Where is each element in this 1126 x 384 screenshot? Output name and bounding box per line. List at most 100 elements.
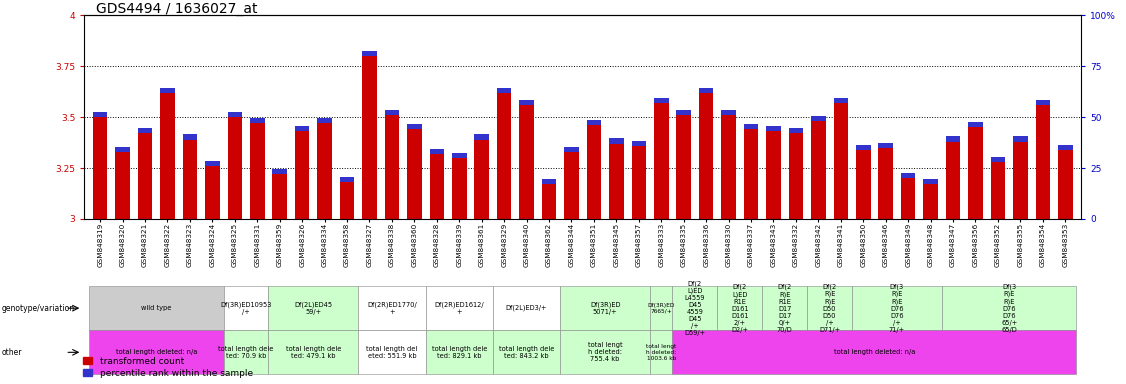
Bar — [587, 120, 601, 125]
Bar — [272, 174, 287, 219]
Bar — [766, 126, 780, 131]
Bar — [115, 152, 129, 219]
Bar — [654, 103, 669, 219]
Bar — [227, 112, 242, 117]
Text: Df(2R)ED1770/
+: Df(2R)ED1770/ + — [367, 301, 417, 315]
Bar — [811, 121, 825, 219]
Bar — [92, 117, 107, 219]
Bar — [385, 110, 400, 115]
Bar — [474, 134, 489, 139]
Bar — [115, 147, 129, 152]
Bar — [408, 129, 421, 219]
Bar — [429, 149, 444, 154]
Bar — [923, 179, 938, 184]
Text: GDS4494 / 1636027_at: GDS4494 / 1636027_at — [96, 2, 257, 16]
Text: total length deleted: n/a: total length deleted: n/a — [833, 349, 915, 355]
Bar — [137, 128, 152, 133]
Bar — [722, 110, 736, 115]
Bar — [160, 93, 175, 219]
Text: total length dele
ted: 70.9 kb: total length dele ted: 70.9 kb — [218, 346, 274, 359]
Text: total length deleted: n/a: total length deleted: n/a — [116, 349, 197, 355]
Bar — [474, 139, 489, 219]
Bar — [137, 133, 152, 219]
Bar — [1058, 145, 1073, 150]
Text: Df(2L)ED3/+: Df(2L)ED3/+ — [506, 305, 547, 311]
Text: total length dele
ted: 479.1 kb: total length dele ted: 479.1 kb — [286, 346, 341, 359]
Bar — [542, 184, 556, 219]
Bar — [968, 127, 983, 219]
Text: Df(2
L)ED
R1E
D161
D161
2/+
D2/+: Df(2 L)ED R1E D161 D161 2/+ D2/+ — [731, 284, 749, 333]
Text: Df(2
R)E
R1E
D17
D17
0/+
70/D: Df(2 R)E R1E D17 D17 0/+ 70/D — [777, 284, 793, 333]
Bar — [744, 124, 758, 129]
Text: Df(3R)ED10953
/+: Df(3R)ED10953 /+ — [221, 301, 271, 315]
Bar — [429, 154, 444, 219]
Bar — [182, 139, 197, 219]
Bar — [968, 122, 983, 127]
Bar — [385, 115, 400, 219]
Bar — [856, 150, 870, 219]
Bar — [632, 146, 646, 219]
Bar — [295, 131, 310, 219]
Text: genotype/variation: genotype/variation — [1, 304, 74, 313]
Bar — [991, 162, 1006, 219]
Bar — [766, 131, 780, 219]
Bar — [340, 177, 355, 182]
Bar — [677, 110, 691, 115]
Bar — [856, 145, 870, 150]
Text: total length del
eted: 551.9 kb: total length del eted: 551.9 kb — [366, 346, 418, 359]
Bar — [363, 51, 377, 56]
Bar — [744, 129, 758, 219]
Text: Df(3
R)E
R)E
D76
D76
/+
71/+: Df(3 R)E R)E D76 D76 /+ 71/+ — [888, 283, 905, 333]
Bar — [318, 123, 332, 219]
Legend: transformed count, percentile rank within the sample: transformed count, percentile rank withi… — [83, 357, 252, 377]
Bar — [654, 98, 669, 103]
Bar — [833, 103, 848, 219]
Bar — [901, 173, 915, 178]
Bar — [452, 158, 466, 219]
Bar — [677, 115, 691, 219]
Bar — [250, 118, 265, 123]
Bar — [788, 128, 803, 133]
Bar — [878, 147, 893, 219]
Text: wild type: wild type — [141, 305, 171, 311]
Bar — [205, 161, 220, 166]
Bar — [227, 117, 242, 219]
Bar — [1058, 150, 1073, 219]
Text: Df(3R)ED
7665/+: Df(3R)ED 7665/+ — [647, 303, 674, 314]
Text: Df(2R)ED1612/
+: Df(2R)ED1612/ + — [435, 301, 484, 315]
Bar — [946, 142, 960, 219]
Bar — [722, 115, 736, 219]
Bar — [587, 125, 601, 219]
Bar — [609, 139, 624, 144]
Bar — [564, 152, 579, 219]
Bar — [497, 88, 511, 93]
Bar — [519, 100, 534, 105]
Bar — [632, 141, 646, 146]
Bar — [272, 169, 287, 174]
Text: total length dele
ted: 829.1 kb: total length dele ted: 829.1 kb — [431, 346, 486, 359]
Bar — [92, 112, 107, 117]
Bar — [833, 98, 848, 103]
Bar — [564, 147, 579, 152]
Bar — [699, 88, 714, 93]
Text: Df(2
L)ED
L4559
D45
4559
D45
/+
D59/+: Df(2 L)ED L4559 D45 4559 D45 /+ D59/+ — [685, 280, 706, 336]
Bar — [811, 116, 825, 121]
Bar — [182, 134, 197, 139]
Bar — [340, 182, 355, 219]
Text: Df(3
R)E
R)E
D76
D76
65/+
65/D: Df(3 R)E R)E D76 D76 65/+ 65/D — [1001, 283, 1017, 333]
Text: Df(3R)ED
5071/+: Df(3R)ED 5071/+ — [590, 301, 620, 315]
Bar — [699, 93, 714, 219]
Bar — [878, 142, 893, 148]
Bar — [318, 118, 332, 123]
Text: Df(2
R)E
R)E
D50
D50
/+
D71/+: Df(2 R)E R)E D50 D50 /+ D71/+ — [819, 283, 840, 333]
Bar — [408, 124, 421, 129]
Text: total lengt
h deleted:
755.4 kb: total lengt h deleted: 755.4 kb — [588, 342, 623, 362]
Bar — [295, 126, 310, 131]
Text: total lengt
h deleted:
1003.6 kb: total lengt h deleted: 1003.6 kb — [646, 344, 677, 361]
Bar — [205, 166, 220, 219]
Bar — [901, 178, 915, 219]
Text: Df(2L)ED45
59/+: Df(2L)ED45 59/+ — [294, 301, 332, 315]
Bar — [452, 153, 466, 158]
Bar — [946, 136, 960, 142]
Bar — [250, 123, 265, 219]
